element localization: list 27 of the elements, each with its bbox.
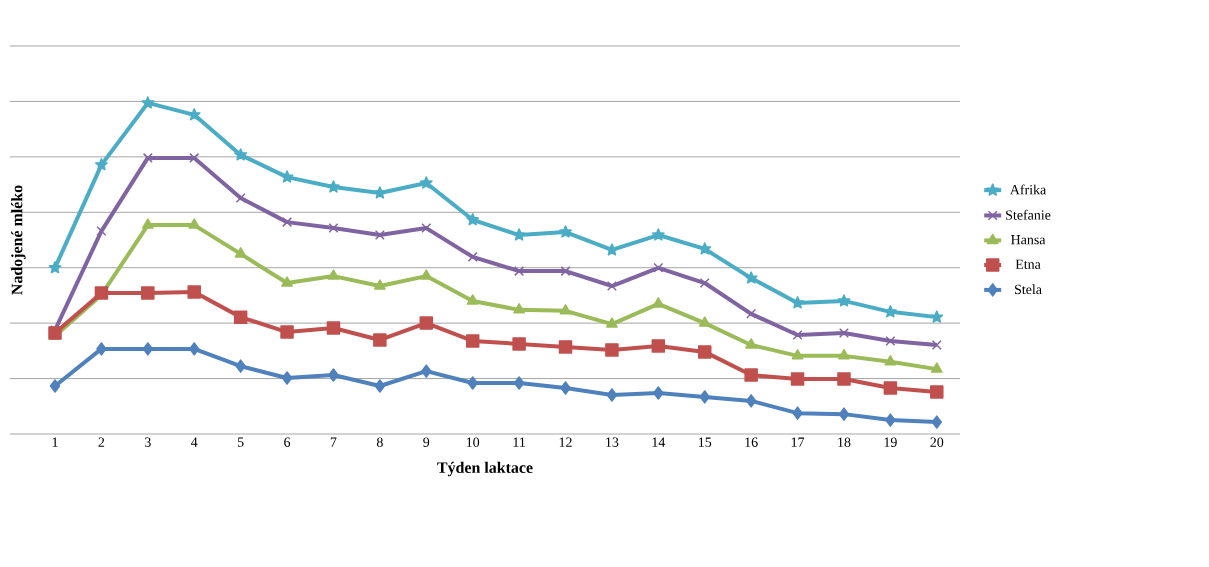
x-tick-label: 20 — [930, 437, 944, 447]
legend-label: Etna — [1015, 259, 1041, 269]
x-tick-label: 10 — [466, 437, 480, 447]
x-tick-label: 7 — [330, 437, 337, 447]
x-tick-label: 4 — [191, 437, 198, 447]
x-tick-label: 17 — [791, 437, 805, 447]
legend-label: Afrika — [1009, 184, 1047, 195]
x-tick-label: 2 — [98, 437, 105, 447]
x-tick-label: 13 — [606, 437, 619, 447]
x-tick-label: 8 — [376, 437, 383, 447]
x-axis-title: Týden laktace — [437, 461, 533, 477]
x-tick-label: 12 — [559, 437, 572, 447]
x-tick-label: 14 — [652, 437, 666, 447]
x-tick-label: 16 — [745, 437, 758, 447]
x-tick-label: 11 — [513, 437, 525, 447]
x-tick-label: 18 — [838, 437, 851, 447]
legend-label: Stela — [1015, 284, 1042, 295]
x-tick-label: 15 — [698, 437, 712, 447]
legend-label: Hansa — [1011, 235, 1046, 245]
x-tick-label: 3 — [145, 437, 151, 447]
x-tick-label: 19 — [884, 437, 897, 447]
legend-label: Stefanie — [1006, 209, 1051, 220]
x-tick-label: 5 — [237, 437, 244, 447]
x-tick-label: 9 — [423, 437, 430, 447]
x-tick-label: 1 — [52, 437, 58, 447]
y-axis-title: Nadojené mléko — [11, 185, 26, 295]
x-tick-label: 6 — [284, 437, 291, 447]
